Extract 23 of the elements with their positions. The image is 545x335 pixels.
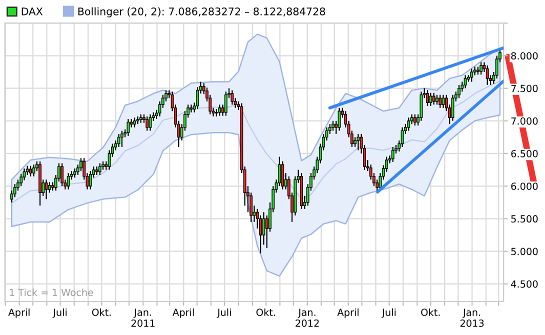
x-tick-label: Jan. 2013	[460, 308, 484, 327]
y-tick-label: 4.500	[511, 280, 538, 288]
annotation: 1 Tick = 1 Woche	[10, 288, 94, 296]
x-tick-label: Jan. 2011	[131, 308, 155, 327]
y-tick-label: 7.500	[511, 84, 538, 92]
y-tick-label: 7.000	[511, 117, 538, 125]
x-tick-label: April	[337, 308, 359, 318]
x-tick-label: Okt.	[256, 308, 275, 316]
y-tick-label: 6.000	[511, 182, 538, 190]
y-tick-label: 8.000	[511, 52, 538, 60]
x-tick-label: April	[172, 308, 194, 318]
x-tick-label: Juli	[382, 308, 396, 318]
y-tick-label: 5.000	[511, 248, 538, 256]
x-tick-label: Juli	[216, 308, 231, 318]
x-tick-label: Okt.	[92, 308, 111, 316]
x-tick-label: Jan. 2012	[296, 308, 319, 327]
x-tick-label: Juli	[52, 308, 67, 318]
legend-label: Bollinger (20, 2): 7.086,283272 – 8.122,884728	[78, 7, 326, 18]
y-tick-label: 6.500	[511, 150, 538, 158]
x-tick-label: April	[8, 308, 30, 318]
y-tick-label: 5.500	[511, 215, 538, 223]
legend-label: DAX	[22, 8, 43, 16]
x-tick-label: Okt.	[421, 308, 440, 316]
